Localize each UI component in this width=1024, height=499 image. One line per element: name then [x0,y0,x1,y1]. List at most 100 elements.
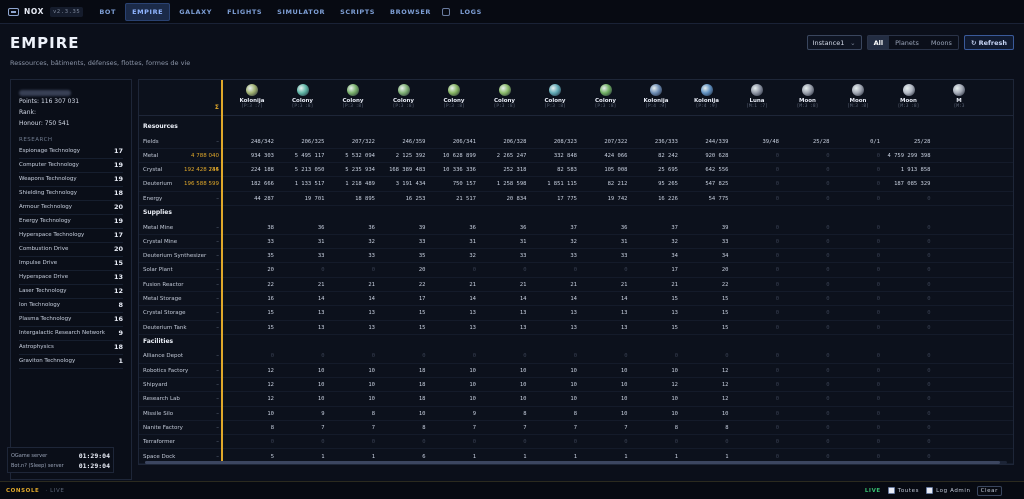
row-label: Nanite Factory [143,424,183,431]
table-cell: 33 [620,253,628,260]
table-cell: 642 556 [705,167,729,174]
row-total: – [216,195,219,202]
refresh-button[interactable]: ↻ Refresh [963,35,1014,50]
row-total: – [216,410,219,417]
research-level: 18 [113,189,123,197]
table-cell: 0 [826,353,830,360]
page-title: EMPIRE [10,34,80,52]
planet-column-header[interactable]: Kolonija [P:3 :7] [227,80,277,116]
table-cell: 0 [775,424,779,431]
table-cell: 0 [270,439,274,446]
row-total: – [216,238,219,245]
table-cell: 0 [927,367,931,374]
brand-logo[interactable]: NOX v2.3.35 [8,6,84,17]
tab-empire[interactable]: EMPIRE [125,2,171,21]
filter-planets[interactable]: Planets [895,38,919,47]
planet-column-header[interactable]: Colony [P:3 :8] [278,80,328,116]
table-cell: 0 [927,439,931,446]
table-cell: 0 [927,382,931,388]
tab-scripts[interactable]: SCRIPTS [340,7,376,16]
table-row: Crystal Storage – 15 13 13 15 13 13 13 13 13 15 0 0 0 0 [139,306,1013,321]
scrollbar-thumb[interactable] [145,461,1000,464]
planet-column-header[interactable]: Kolonija [P:4 :9] [631,80,681,116]
table-cell: 10 [469,396,476,403]
table-cell: 0 [775,396,779,403]
research-level: 19 [113,161,123,169]
table-row: Crystal Mine – 33 31 32 33 31 31 32 31 32 33 0 0 0 0 [139,235,1013,250]
table-cell: 21 [368,281,375,288]
table-cell: 0 [826,453,830,460]
nox-logo-icon [8,7,19,16]
table-cell: 19 742 [607,195,628,202]
table-cell: 7 [573,424,577,431]
planet-column-header[interactable]: Colony [P:3 :8] [480,80,530,116]
table-cell: 20 [721,267,729,274]
planet-column-header[interactable]: Colony [P:3 :8] [530,80,580,116]
empire-grid[interactable]: Kolonija [P:3 :7] Colony [P:3 :8] Colony [P:3… [138,79,1014,465]
planet-column-header[interactable]: Colony [P:3 :8] [429,80,479,116]
table-cell: 20 [418,267,426,274]
instance-select[interactable]: Instance1 ⌄ [806,35,862,50]
planet-column-header[interactable]: Colony [P:3 :8] [328,80,378,116]
table-cell: 14 [620,296,628,302]
table-cell: 82 583 [557,167,577,174]
row-label: Crystal Storage [143,310,186,317]
planet-column-header[interactable]: Kolonija [P:4 :9] [682,80,732,116]
tab-galaxy[interactable]: GALAXY [179,7,213,16]
table-row: Robotics Factory – 12 10 10 18 10 10 10 10 10 12 0 0 0… [139,364,1013,378]
table-cell: 8 [573,410,577,417]
table-cell: 252 318 [503,167,527,174]
row-label: Fusion Reactor [143,281,184,288]
console-label[interactable]: CONSOLE [6,487,40,494]
table-cell: 0 [876,152,880,159]
player-panel: Points: 116 307 031 Rank: Honour: 750 54… [10,79,132,480]
row-label: Deuterium Tank [143,324,187,331]
research-level: 18 [113,343,123,351]
planet-icon [953,84,965,96]
horizontal-scrollbar[interactable] [145,461,1007,464]
tab-browser[interactable]: BROWSER [390,7,432,16]
toggle-log-admin-checkbox[interactable] [926,487,934,494]
planet-column-header[interactable]: Colony [P:3 :8] [379,80,429,116]
planet-column-header[interactable]: Moon [M:3 :8] [833,80,883,116]
research-level: 17 [113,231,123,239]
toggle-all-checkbox[interactable] [887,487,895,494]
table-cell: 10 [519,367,527,374]
planet-column-header[interactable]: Moon [M:3 :8] [783,80,833,116]
row-total: 192 428 745 [184,167,219,174]
tab-bot[interactable]: BOT [99,7,117,16]
planet-column-header[interactable]: Colony [P:3 :8] [581,80,631,116]
tab-logs[interactable]: LOGS [460,7,482,16]
row-label: Crystal Mine [143,238,178,245]
table-cell: 10 336 336 [442,167,476,174]
planet-icon [599,84,612,96]
table-cell: 38 [267,224,274,231]
table-cell: 13 [368,310,375,317]
row-label: Fields [143,138,159,145]
table-row: Crystal 192 428 745 224 188 5 213 050 5 235 … [139,163,1013,178]
planet-column-header[interactable]: Moon [M:3 :8] [884,80,934,116]
table-cell: 0 [775,167,779,174]
planet-name: Kolonija [239,98,265,104]
tab-simulator[interactable]: SIMULATOR [277,7,326,16]
table-cell: 15 [267,324,274,331]
research-level: 9 [118,329,123,337]
table-cell: 3 191 434 [395,181,426,188]
clear-button[interactable]: Clear [976,485,1002,496]
table-cell: 13 [469,310,476,317]
tab-flights[interactable]: FLIGHTS [227,7,263,16]
table-row: Research Lab – 12 10 10 18 10 10 10 10 10 12 0 0 0 0 [139,392,1013,407]
table-cell: 13 [368,324,375,331]
planet-column-header[interactable]: Luna [M:1 :7] [732,80,782,116]
table-cell: 12 [721,367,729,374]
planet-column-header[interactable]: M [M:3 [934,80,984,116]
table-cell: 0 [624,353,628,360]
planet-columns: Kolonija [P:3 :7] Colony [P:3 :8] Colony [P:3… [139,80,1013,116]
filter-all[interactable]: All [867,36,890,49]
table-cell: 10 [570,396,577,403]
planet-name: Moon [900,98,917,104]
table-cell: 0 [674,353,678,360]
planet-name: Kolonija [693,98,719,104]
filter-moons[interactable]: Moons [930,38,952,47]
table-cell: 82 212 [607,181,628,188]
